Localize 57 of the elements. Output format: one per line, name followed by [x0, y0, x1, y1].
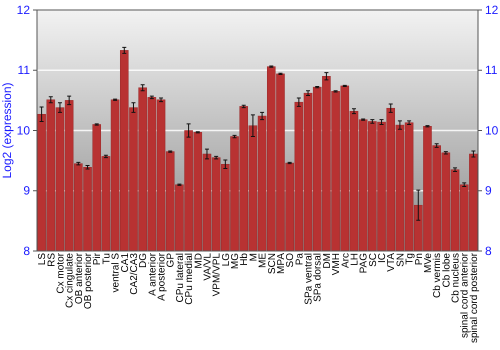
x-tick-label: Hb: [239, 252, 250, 266]
x-tick-label: Tg: [404, 253, 416, 265]
x-tick-label: Pir: [92, 252, 104, 266]
x-tick-label: SPa dorsal: [312, 253, 324, 302]
x-tick-label: VPM/VPL: [212, 252, 223, 296]
x-tick-label: PAG: [358, 252, 370, 274]
x-tick-label: IC: [377, 253, 388, 263]
x-tick-label: VTA: [386, 252, 398, 272]
y2-tick-label: 8: [485, 244, 492, 258]
x-tick-label: MVe: [422, 252, 434, 274]
x-tick-label: A posterior: [156, 252, 168, 301]
x-tick-label: spinal cord posterior: [468, 252, 480, 344]
x-tick-label: Cx motor: [55, 252, 66, 294]
x-tick-label: OB posterior: [83, 252, 94, 310]
x-tick-label: RS: [46, 252, 58, 267]
x-tick-label: Pn: [414, 253, 425, 266]
x-tick-label: Cb lobe: [441, 252, 452, 288]
x-tick-label: A anterior: [147, 252, 158, 296]
x-tick-label: CPu medial: [184, 253, 196, 305]
x-tick-label: Tu: [101, 253, 112, 264]
x-tick-label: GP: [166, 252, 177, 268]
x-tick-label: DM: [322, 253, 333, 269]
y-tick-label: 8: [23, 244, 30, 258]
y-tick-label: 11: [18, 63, 30, 78]
y-tick-label: 12: [16, 2, 30, 17]
x-tick-label: M: [248, 253, 260, 262]
x-tick-label: MD: [193, 253, 204, 269]
x-tick-label: LH: [349, 253, 360, 266]
x-tick-label: OB anterior: [74, 252, 85, 304]
x-tick-label: spinal cord anterior: [460, 252, 471, 338]
y2-tick-label: 12: [485, 2, 499, 17]
x-tick-label: SN: [395, 253, 406, 267]
x-tick-label: SCN: [266, 253, 278, 274]
x-tick-label: DG: [138, 252, 150, 268]
x-tick-label: VMH: [331, 253, 342, 276]
x-tick-label: Pa: [294, 252, 306, 266]
y2-tick-label: 10: [485, 123, 499, 138]
x-tick-label: CA1: [120, 252, 131, 272]
x-tick-label: VA/VL: [202, 252, 214, 281]
y-tick-label: 10: [16, 123, 30, 138]
y2-tick-label: 9: [485, 184, 492, 198]
x-tick-label: Arc: [340, 253, 352, 268]
x-tick-label: LS: [37, 252, 48, 266]
x-tick-label: LG: [220, 252, 232, 266]
x-tick-label: SC: [368, 253, 379, 267]
x-tick-label: CA2/CA3: [128, 252, 140, 295]
y2-tick-label: 11: [485, 63, 498, 78]
x-tick-label: ventral S: [110, 252, 122, 292]
x-tick-label: CPu lateral: [174, 253, 186, 302]
x-tick-label: Cb nucleus: [450, 253, 462, 304]
x-tick-label: ME: [258, 252, 269, 268]
x-tick-label: SO: [285, 252, 296, 268]
y-tick-label: 9: [23, 184, 30, 198]
x-tick-label: Cb vermis: [432, 253, 444, 298]
x-tick-label: Cx cingulate: [64, 252, 76, 308]
y-axis-title: Log2 (expression): [0, 82, 14, 179]
x-tick-label: MPA: [276, 252, 287, 274]
